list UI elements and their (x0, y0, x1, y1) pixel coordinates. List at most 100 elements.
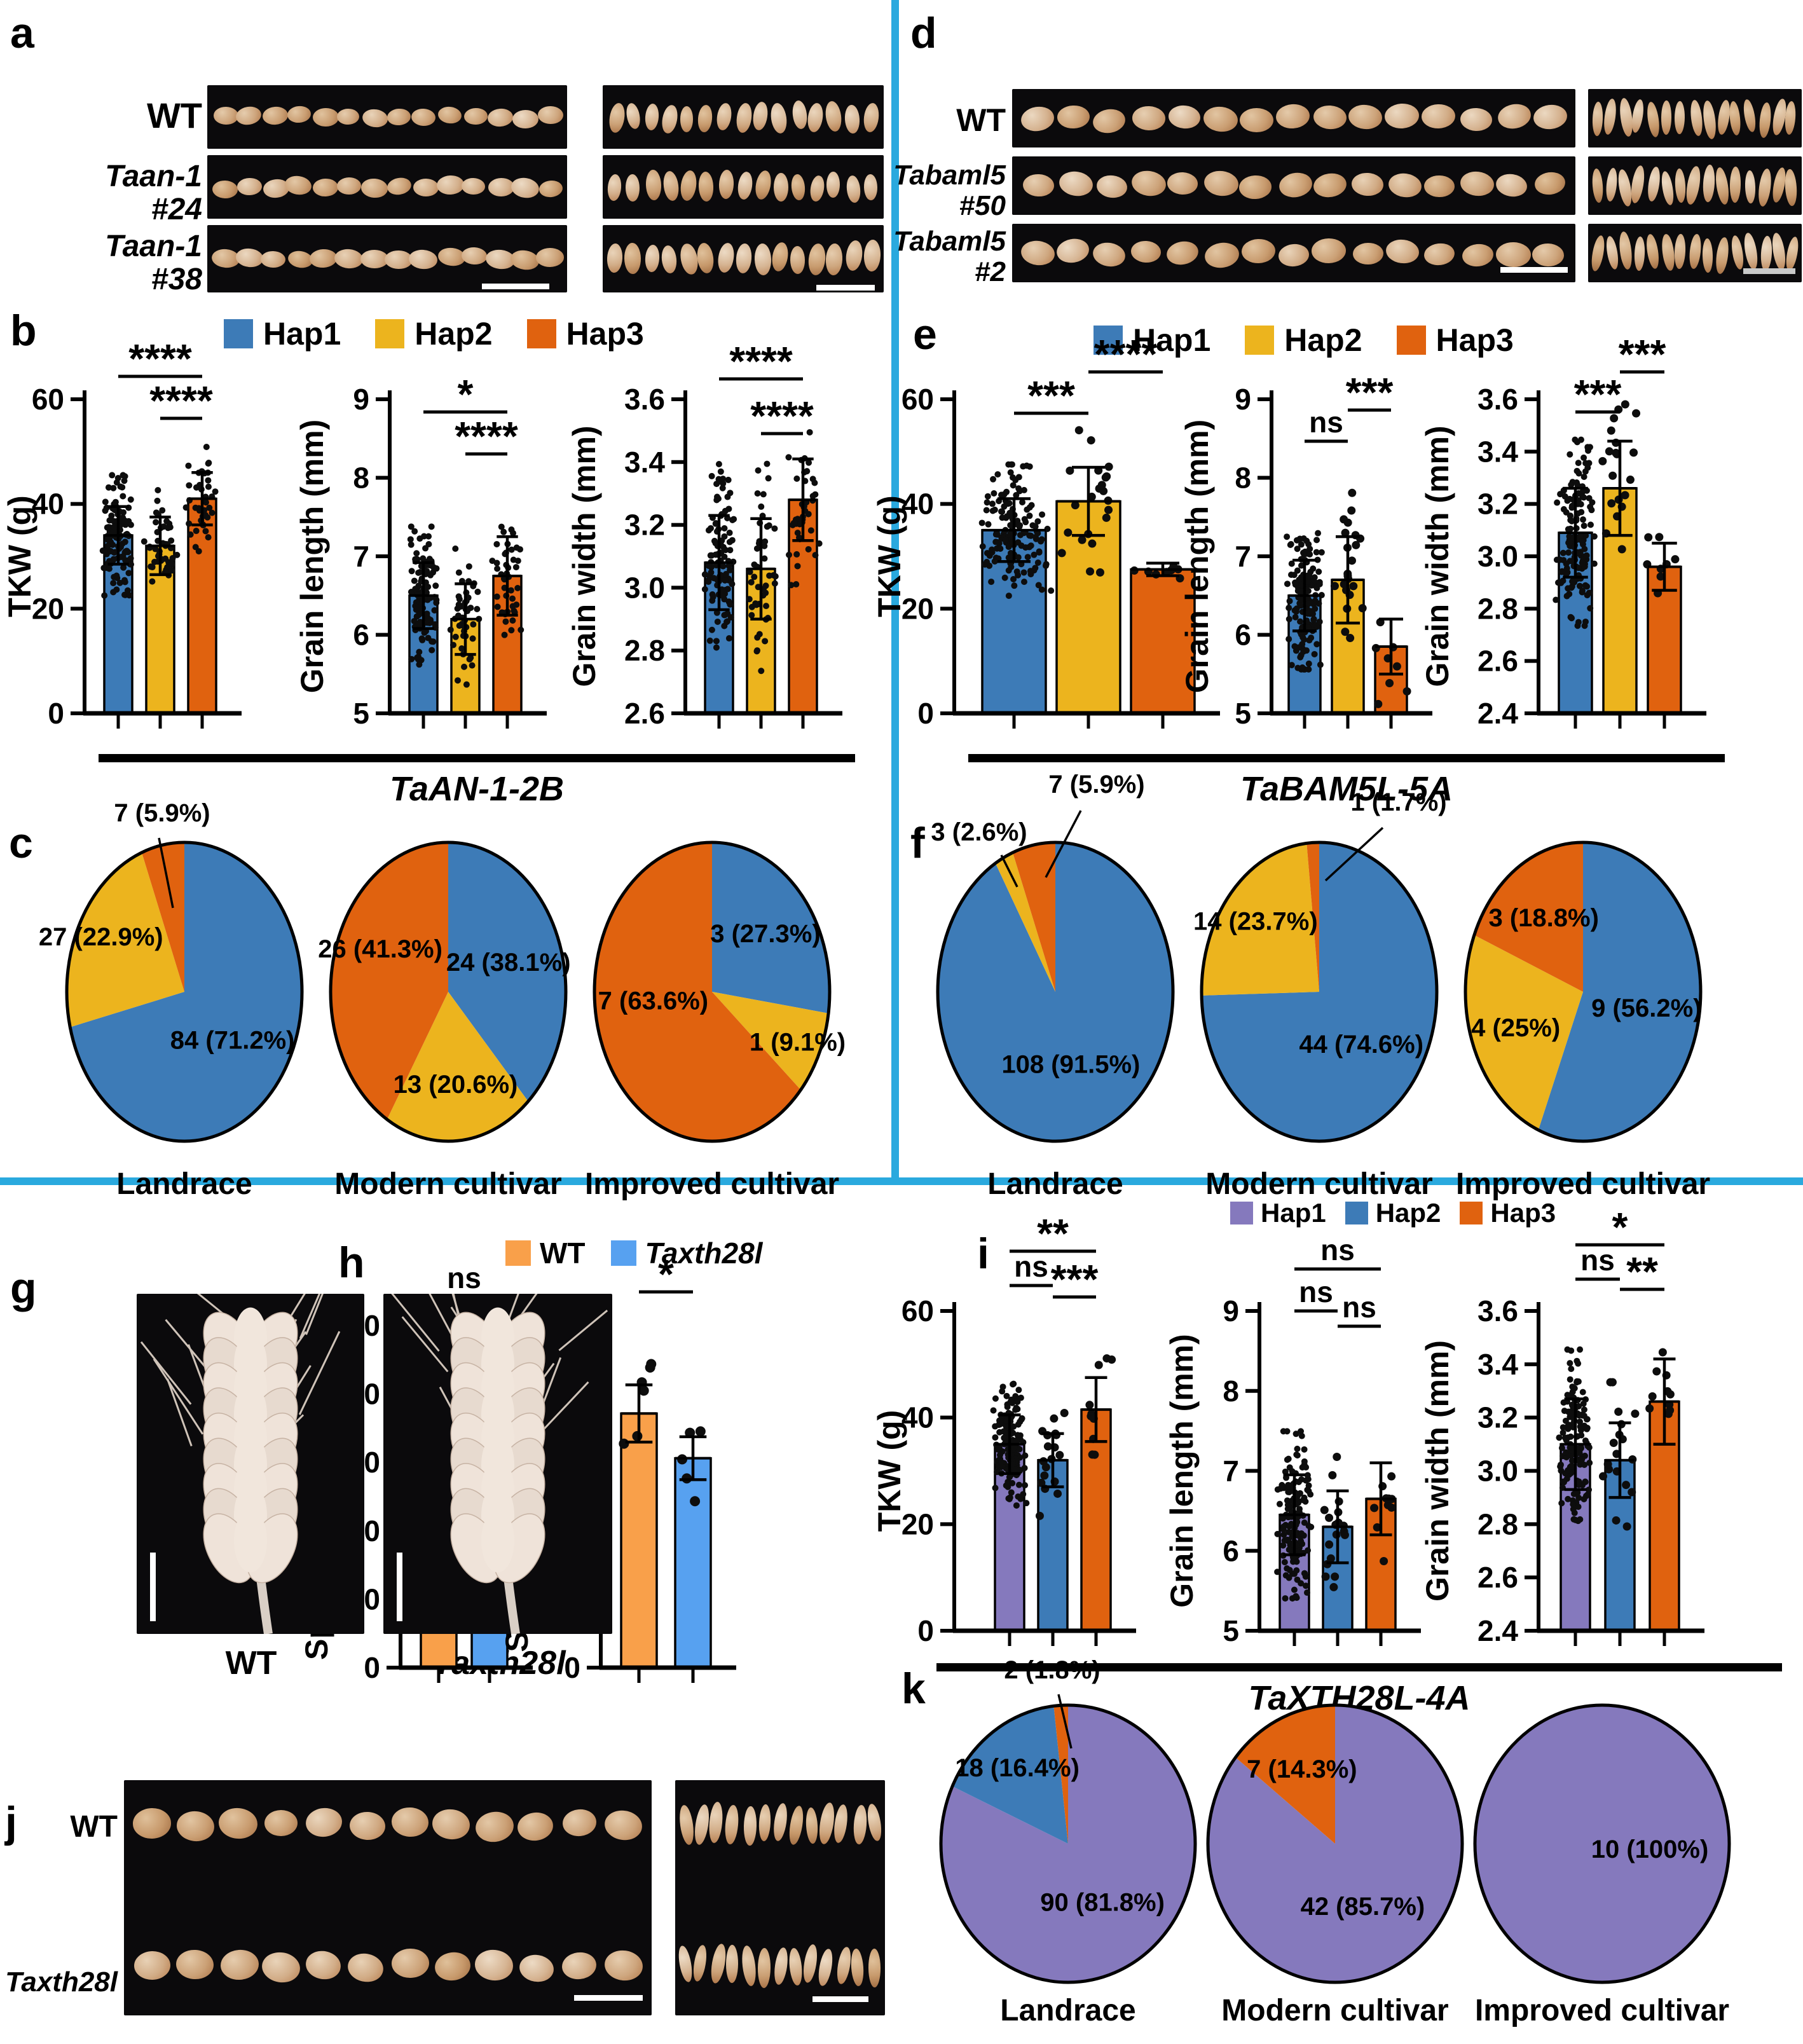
data-point (1014, 1396, 1021, 1403)
data-point (1575, 1478, 1582, 1485)
data-point (1010, 1423, 1017, 1430)
y-tick-label: 60 (32, 383, 64, 416)
data-point (756, 631, 763, 638)
data-point (1312, 579, 1319, 586)
legend-label: WT (540, 1237, 586, 1270)
data-point (1330, 582, 1339, 591)
data-point (1292, 1521, 1299, 1528)
data-point (1311, 650, 1318, 657)
data-point (1576, 1445, 1583, 1452)
data-point (428, 647, 435, 654)
data-point (1577, 1418, 1584, 1425)
pie-slice-label: 42 (85.7%) (1301, 1893, 1425, 1921)
data-point (1007, 559, 1014, 566)
data-point (712, 520, 719, 527)
pie-slice-label: 7 (63.6%) (598, 987, 708, 1015)
data-point (727, 614, 734, 621)
data-point (1004, 1478, 1011, 1485)
bar-WT (620, 1412, 658, 1669)
data-point (122, 548, 129, 555)
data-point (1563, 1449, 1570, 1456)
data-point (724, 618, 731, 625)
data-point (1292, 647, 1299, 654)
data-point (1310, 599, 1317, 606)
data-point (1621, 491, 1629, 500)
data-point (1292, 1542, 1299, 1549)
wheat-spike-photo (383, 1294, 612, 1634)
data-point (1017, 522, 1024, 529)
data-point (772, 573, 779, 580)
data-point (121, 477, 128, 484)
data-point (1591, 560, 1598, 567)
grain (1660, 233, 1676, 271)
grain (1689, 99, 1704, 137)
data-point (500, 575, 507, 582)
data-point (988, 579, 995, 586)
data-point (989, 546, 996, 553)
data-point (117, 526, 124, 533)
grain (312, 107, 339, 127)
data-point (1292, 1510, 1299, 1517)
data-point (1580, 1406, 1587, 1413)
data-point (124, 557, 131, 564)
data-point (714, 576, 721, 583)
data-point (412, 586, 419, 593)
pie-slice (1465, 935, 1583, 1130)
data-point (1577, 1444, 1584, 1451)
data-point (1575, 510, 1582, 517)
data-point (1008, 559, 1015, 566)
data-point (420, 585, 427, 592)
data-point (1013, 491, 1020, 498)
data-point (1586, 444, 1593, 451)
data-point (1560, 506, 1567, 513)
data-point (1289, 1595, 1296, 1602)
data-point (1293, 1547, 1300, 1554)
data-point (1003, 1429, 1010, 1436)
data-point (715, 559, 722, 566)
data-point (1169, 562, 1178, 571)
data-point (1560, 1478, 1567, 1485)
data-point (996, 1451, 1003, 1458)
data-point (1024, 554, 1031, 561)
data-point (1574, 482, 1581, 489)
sig-label: ns (447, 1261, 481, 1294)
data-point (708, 559, 715, 566)
data-point (727, 547, 734, 554)
data-point (1572, 1516, 1579, 1523)
data-point (447, 626, 454, 633)
data-point (1581, 1422, 1588, 1429)
data-point (205, 459, 212, 466)
data-point (751, 561, 758, 568)
data-point (1568, 1448, 1575, 1455)
data-point (1575, 490, 1582, 497)
data-point (1009, 505, 1016, 512)
data-point (1573, 1357, 1580, 1364)
data-point (1581, 545, 1588, 552)
data-point (1387, 1503, 1396, 1512)
data-point (1037, 1478, 1046, 1487)
legend-label: Hap1 (1133, 322, 1211, 358)
legend-label: Hap3 (1490, 1198, 1556, 1228)
data-point (1013, 1458, 1020, 1465)
data-point (1004, 533, 1011, 540)
data-point (1584, 592, 1591, 599)
data-point (205, 460, 212, 467)
data-point (1575, 460, 1582, 467)
data-point (1094, 1361, 1103, 1369)
grain-photo (603, 225, 884, 292)
grain (1459, 107, 1493, 132)
grain (1494, 172, 1529, 200)
grain (386, 175, 413, 197)
data-point (1570, 1444, 1577, 1451)
data-point (789, 521, 796, 528)
y-tick-label: 9 (1223, 1294, 1239, 1327)
data-point (420, 568, 427, 575)
data-point (452, 633, 459, 640)
data-point (1294, 567, 1301, 574)
data-point (449, 641, 456, 648)
data-point (122, 557, 129, 564)
data-point (1553, 556, 1560, 563)
data-point (106, 528, 113, 535)
data-point (721, 525, 728, 532)
grain (486, 107, 514, 128)
